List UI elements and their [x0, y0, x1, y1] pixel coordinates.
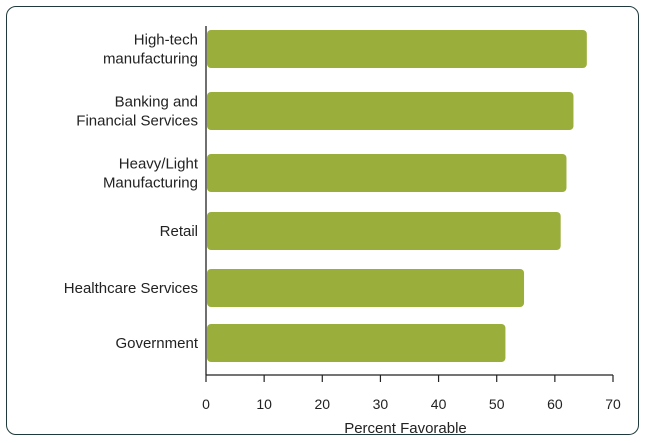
category-label-line: Manufacturing: [103, 175, 198, 192]
category-label-0: High-tech manufacturing: [103, 32, 198, 68]
category-label-line: High-tech: [134, 32, 198, 49]
category-label-5: Government: [115, 335, 198, 352]
bar-1: [207, 92, 574, 130]
x-tick-label: 10: [256, 396, 272, 412]
x-axis-title: Percent Favorable: [344, 420, 467, 437]
x-tick-label: 30: [373, 396, 389, 412]
category-label-line: Healthcare Services: [64, 280, 198, 297]
x-tick-label: 70: [605, 396, 621, 412]
x-tick-label: 50: [489, 396, 505, 412]
bar-3: [207, 212, 561, 250]
category-label-line: Heavy/Light: [119, 156, 199, 173]
x-tick-label: 60: [547, 396, 563, 412]
category-label-line: Government: [115, 335, 198, 352]
category-label-line: manufacturing: [103, 51, 198, 68]
category-labels: High-tech manufacturing Banking and Financi…: [64, 32, 199, 353]
bar-5: [207, 324, 506, 362]
category-label-line: Banking and: [115, 94, 198, 111]
x-tick-label: 40: [431, 396, 447, 412]
x-tick-label: 20: [314, 396, 330, 412]
bar-0: [207, 30, 587, 68]
bar-4: [207, 269, 525, 307]
category-label-1: Banking and Financial Services: [76, 94, 198, 130]
x-tick-label: 0: [202, 396, 210, 412]
category-label-line: Retail: [160, 223, 198, 240]
category-label-line: Financial Services: [76, 113, 198, 130]
x-axis: 0 10 20 30 40 50 60 70: [202, 26, 621, 412]
bars-layer: [207, 30, 587, 362]
category-label-3: Retail: [160, 223, 198, 240]
bar-2: [207, 154, 567, 192]
category-label-2: Heavy/Light Manufacturing: [103, 156, 199, 192]
category-label-4: Healthcare Services: [64, 280, 198, 297]
